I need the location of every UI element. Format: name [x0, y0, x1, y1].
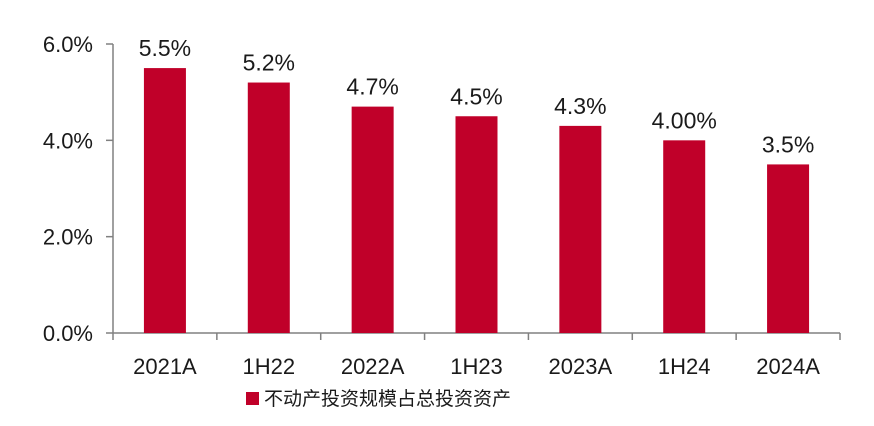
data-labels: 5.5% 5.2% 4.7% 4.5% 4.3% 4.00% 3.5%	[139, 35, 815, 157]
bar	[559, 125, 602, 333]
bar	[247, 82, 290, 334]
legend: 不动产投资规模占总投资资产	[246, 388, 511, 410]
data-label: 4.5%	[450, 83, 502, 109]
x-tick-label: 2023A	[549, 354, 613, 379]
bar	[767, 164, 810, 333]
y-tick-label: 4.0%	[43, 128, 93, 153]
data-label: 5.5%	[139, 35, 191, 61]
bar	[143, 68, 186, 333]
x-tick-label: 1H24	[658, 354, 711, 379]
y-tick-label: 6.0%	[43, 32, 93, 57]
bar	[663, 140, 706, 333]
bar	[351, 106, 394, 333]
x-tick-label: 2024A	[756, 354, 820, 379]
x-axis: 2021A 1H22 2022A 1H23 2023A 1H24 2024A	[112, 332, 841, 379]
y-tick-label: 0.0%	[43, 321, 93, 346]
bar-series	[143, 68, 810, 334]
x-tick-label: 1H22	[242, 354, 295, 379]
legend-label: 不动产投资规模占总投资资产	[264, 388, 511, 410]
y-tick-label: 2.0%	[43, 225, 93, 250]
bar	[455, 116, 498, 333]
data-label: 4.7%	[346, 74, 398, 100]
data-label: 3.5%	[762, 131, 814, 157]
x-tick-label: 1H23	[450, 354, 503, 379]
data-label: 4.3%	[554, 93, 606, 119]
x-tick-label: 2021A	[133, 354, 197, 379]
data-label: 4.00%	[652, 107, 717, 133]
data-label: 5.2%	[243, 50, 295, 76]
x-tick-label: 2022A	[341, 354, 405, 379]
legend-swatch	[246, 392, 259, 405]
y-axis: 0.0% 2.0% 4.0% 6.0%	[43, 32, 114, 346]
